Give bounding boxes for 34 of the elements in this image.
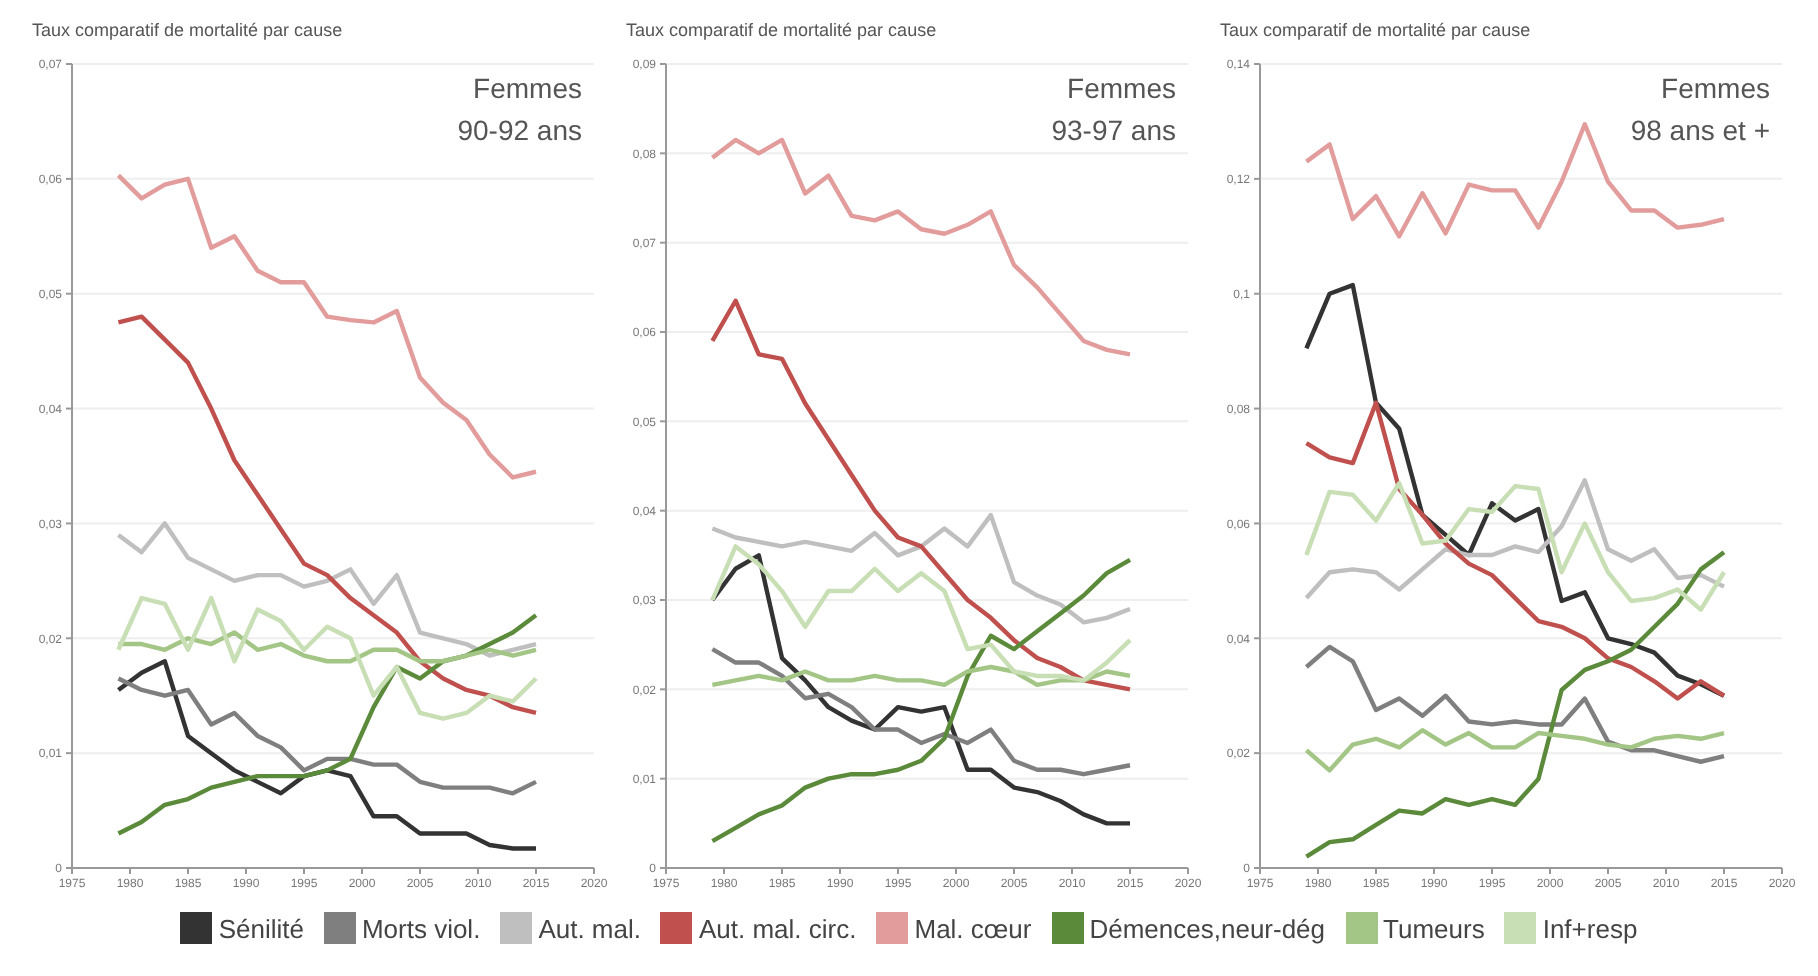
line-series: [1304, 400, 1727, 701]
y-axis-title: Taux comparatif de mortalité par cause: [626, 20, 937, 40]
text: Femmes 90-92 ans: [457, 70, 582, 150]
line-series: [710, 512, 1133, 625]
line-series: [116, 676, 539, 796]
legend-label: Aut. mal.: [538, 913, 641, 943]
line-series: [710, 544, 1133, 683]
y-axis-title: Taux comparatif de mortalité par cause: [1220, 20, 1531, 40]
y-axis-title: Taux comparatif de mortalité par cause: [32, 20, 343, 40]
line-series: [116, 613, 539, 836]
legend-label: Inf+resp: [1542, 913, 1638, 943]
line-series: [710, 137, 1133, 357]
line-series: [116, 173, 539, 480]
line-series: [1304, 282, 1727, 698]
line-series: [1304, 549, 1727, 859]
legend-label: Tumeurs: [1383, 913, 1485, 943]
line-series: [116, 595, 539, 721]
line-series: [1304, 644, 1727, 764]
line-series: [1304, 122, 1727, 239]
legend-label: Démences,neur-dég: [1089, 913, 1326, 943]
line-series: [116, 630, 539, 664]
legend-label: Morts viol.: [361, 913, 481, 943]
text: Femmes 93-97 ans: [1051, 70, 1176, 150]
legend-label: Aut. mal. circ.: [698, 913, 857, 943]
line-series: [116, 314, 539, 716]
line-series: [116, 659, 539, 851]
legend-label: Sénilité: [218, 913, 304, 943]
line-series: [710, 298, 1133, 692]
text: Femmes 98 ans et +: [1630, 70, 1770, 150]
line-series: [710, 646, 1133, 777]
legend-label: Mal. cœur: [914, 913, 1032, 943]
line-series: [1304, 727, 1727, 773]
line-series: [116, 521, 539, 658]
line-series: [710, 664, 1133, 688]
